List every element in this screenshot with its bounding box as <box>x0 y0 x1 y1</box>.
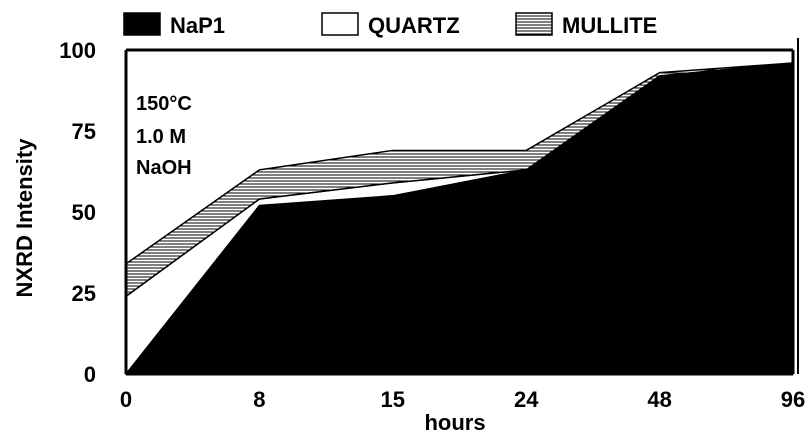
x-tick-label: 8 <box>253 387 265 412</box>
y-tick-label: 0 <box>84 362 96 387</box>
x-tick-label: 24 <box>514 387 539 412</box>
y-tick-label: 25 <box>72 281 96 306</box>
x-tick-labels: 0 8 15 24 48 96 <box>120 387 805 412</box>
y-tick-label: 100 <box>59 38 96 63</box>
legend-swatch-nap1 <box>123 12 161 36</box>
y-axis-title: NXRD Intensity <box>12 138 37 298</box>
legend-label-nap1: NaP1 <box>170 13 225 38</box>
plot-frame <box>124 38 799 376</box>
legend-swatch-quartz <box>321 12 359 36</box>
annotation-concentration: 1.0 M <box>136 126 186 148</box>
plot-areas <box>125 62 794 375</box>
x-axis-title: hours <box>424 410 485 435</box>
annotation-temperature: 150°C <box>136 93 192 115</box>
annotation-solution: NaOH <box>136 157 192 179</box>
legend-swatch-mullite <box>515 12 553 36</box>
legend-label-quartz: QUARTZ <box>368 13 460 38</box>
x-tick-label: 15 <box>381 387 405 412</box>
y-tick-label: 75 <box>72 119 96 144</box>
area-mullite <box>125 62 794 297</box>
y-tick-label: 50 <box>72 200 96 225</box>
y-tick-labels: 0 25 50 75 100 <box>59 38 96 387</box>
x-tick-label: 0 <box>120 387 132 412</box>
x-tick-label: 96 <box>781 387 805 412</box>
legend-label-mullite: MULLITE <box>562 13 657 38</box>
legend: NaP1 QUARTZ MULLITE <box>123 12 657 38</box>
x-tick-label: 48 <box>647 387 671 412</box>
